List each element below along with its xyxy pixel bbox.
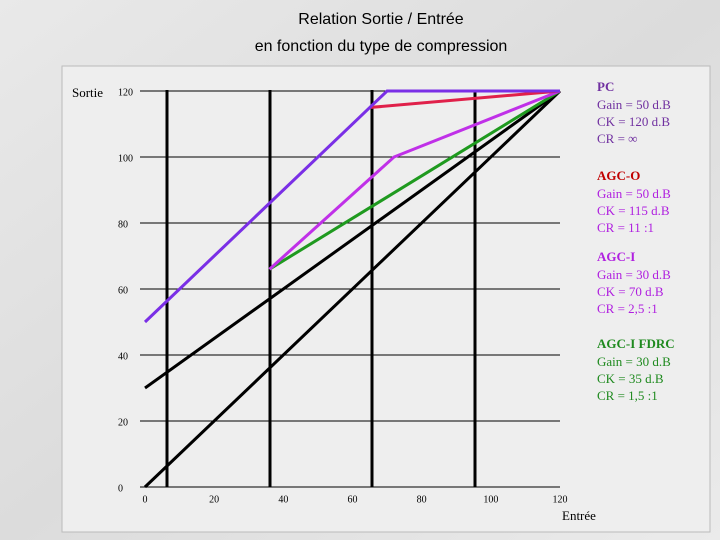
x-tick-label: 80 <box>417 494 427 505</box>
annotation-line: Gain = 50 d.B <box>597 186 671 201</box>
y-tick-label: 60 <box>118 285 128 296</box>
x-tick-label: 60 <box>348 494 358 505</box>
annotation-line: CR = 1,5 :1 <box>597 388 658 403</box>
annotation-line: Gain = 30 d.B <box>597 267 671 282</box>
series-line <box>144 89 561 390</box>
x-tick-label: 100 <box>483 494 498 505</box>
y-tick-label: 40 <box>118 351 128 362</box>
annotation-line: CR = 11 :1 <box>597 220 654 235</box>
annotation-title: AGC-O <box>597 168 640 183</box>
y-tick-label: 0 <box>118 483 123 494</box>
chart-title: Relation Sortie / Entrée <box>298 11 464 28</box>
annotation-title: PC <box>597 79 614 94</box>
annotation-line: Gain = 50 d.B <box>597 97 671 112</box>
annotation-line: CK = 70 d.B <box>597 284 664 299</box>
y-tick-label: 100 <box>118 153 133 164</box>
x-tick-label: 40 <box>278 494 288 505</box>
y-tick-label: 80 <box>118 219 128 230</box>
y-tick-label: 120 <box>118 87 133 98</box>
annotation-line: CK = 120 d.B <box>597 114 670 129</box>
annotation-title: AGC-I FDRC <box>597 336 675 351</box>
series-line <box>268 89 561 271</box>
series-line <box>143 89 560 324</box>
x-axis-label: Entrée <box>562 508 596 523</box>
x-tick-label: 0 <box>143 494 148 505</box>
annotation-line: Gain = 30 d.B <box>597 354 671 369</box>
series-line <box>143 89 562 489</box>
series-line <box>369 89 561 109</box>
x-tick-label: 120 <box>553 494 568 505</box>
annotation-line: CK = 35 d.B <box>597 371 664 386</box>
annotation-line: CK = 115 d.B <box>597 203 670 218</box>
annotation-title: AGC-I <box>597 249 635 264</box>
chart-subtitle: en fonction du type de compression <box>255 38 508 55</box>
x-tick-label: 20 <box>209 494 219 505</box>
y-tick-label: 20 <box>118 417 128 428</box>
series-line <box>268 89 561 271</box>
y-axis-label: Sortie <box>72 85 103 100</box>
annotation-line: CR = ∞ <box>597 131 637 146</box>
annotation-line: CR = 2,5 :1 <box>597 301 658 316</box>
